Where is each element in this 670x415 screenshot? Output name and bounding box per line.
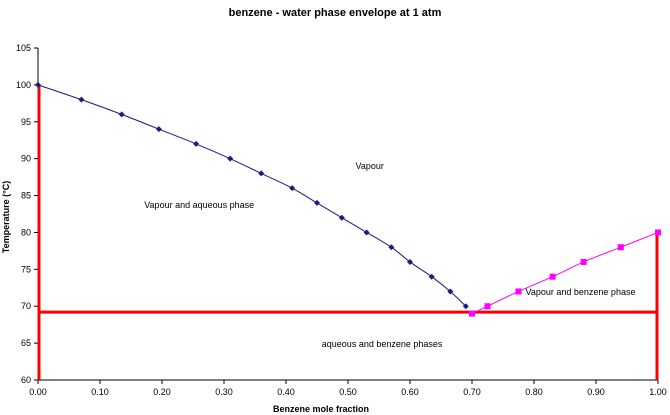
series-1-line	[37, 84, 467, 307]
x-tick-label: 0.90	[587, 387, 605, 397]
series-1-point	[227, 155, 234, 162]
x-tick-label: 0.20	[153, 387, 171, 397]
x-tick-label: 0.50	[339, 387, 357, 397]
series-2-point	[655, 229, 661, 236]
series-2-line	[471, 231, 659, 315]
x-tick-label: 0.40	[277, 387, 295, 397]
series-1-point	[78, 96, 85, 103]
x-tick-label: 0.70	[463, 387, 481, 397]
region-label: Vapour and benzene phase	[526, 287, 636, 297]
series-1-point	[258, 170, 265, 177]
series-1-point	[388, 244, 395, 251]
chart-title: benzene - water phase envelope at 1 atm	[229, 7, 442, 19]
x-tick-label: 0.00	[29, 387, 47, 397]
series-1-point	[338, 214, 345, 221]
y-axis-ticks: 60 65 70 75 80 85 90 95 100 105	[16, 43, 38, 385]
x-tick-label: 0.80	[525, 387, 543, 397]
y-tick-label: 65	[21, 338, 31, 348]
series-2-point	[484, 303, 491, 310]
series-1-point	[118, 111, 125, 118]
region-label: Vapour	[356, 161, 384, 171]
x-axis-ticks: 0.00 0.10 0.20 0.30 0.40 0.50 0.60 0.70 0.80 0.90…	[29, 380, 667, 397]
plot-area	[37, 48, 658, 381]
x-tick-label: 0.10	[91, 387, 109, 397]
annotations: Vapour Vapour and aqueous phase Vapour and…	[144, 161, 635, 349]
x-tick-label: 0.30	[215, 387, 233, 397]
y-tick-label: 85	[21, 191, 31, 201]
y-tick-label: 105	[16, 43, 31, 53]
x-axis-label: Benzene mole fraction	[273, 404, 369, 414]
series-2-point	[617, 244, 624, 251]
y-tick-label: 90	[21, 154, 31, 164]
phase-boundaries	[37, 84, 659, 380]
y-tick-label: 95	[21, 117, 31, 127]
series-1-point	[363, 229, 370, 236]
series-2-point	[469, 310, 475, 317]
x-tick-label: 1.00	[649, 387, 667, 397]
y-tick-label: 100	[16, 80, 31, 90]
y-tick-label: 70	[21, 301, 31, 311]
series-1-point	[35, 81, 41, 88]
series-1-point	[193, 140, 200, 147]
series-2-point	[515, 288, 522, 295]
series-2-point	[549, 273, 556, 280]
series-2-point	[580, 258, 587, 265]
series-1-point	[314, 199, 320, 206]
region-label: aqueous and benzene phases	[322, 339, 443, 349]
x-tick-label: 0.60	[401, 387, 419, 397]
y-axis-label: Temperature (°C)	[1, 181, 11, 253]
series-1-point	[407, 258, 413, 265]
series-1-point	[447, 288, 454, 295]
series-1-point	[289, 185, 296, 192]
y-tick-label: 80	[21, 227, 31, 237]
series-layer	[35, 81, 661, 317]
y-tick-label: 60	[21, 375, 31, 385]
series-1-point	[462, 303, 469, 310]
series-1-point	[155, 126, 162, 133]
region-label: Vapour and aqueous phase	[144, 200, 254, 210]
series-1-point	[428, 273, 435, 280]
y-tick-label: 75	[21, 264, 31, 274]
